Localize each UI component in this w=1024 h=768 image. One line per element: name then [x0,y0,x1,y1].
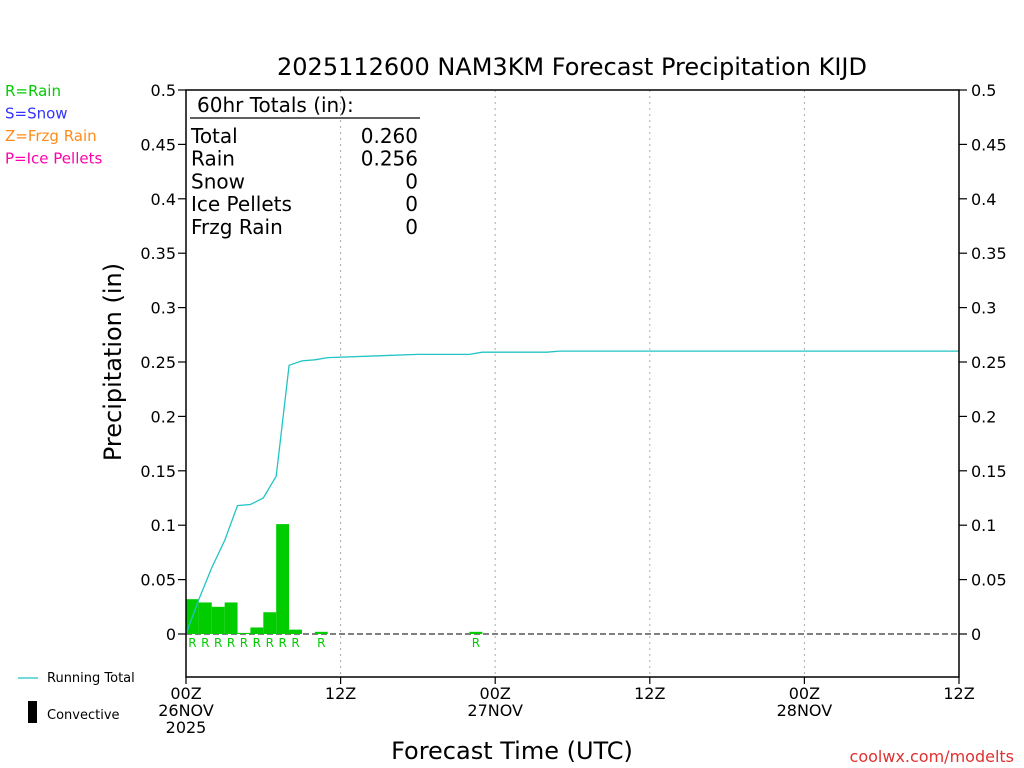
y-tick-label-right: 0.3 [971,299,996,318]
y-tick-label-left: 0.35 [140,244,176,263]
totals-row-label: Snow [191,169,245,193]
x-tick-label: 28NOV [777,701,833,720]
x-tick-label: 00Z [480,684,511,703]
convective-legend-swatch [28,701,37,723]
y-tick-label-right: 0 [971,625,981,644]
y-tick-label-left: 0.25 [140,353,176,372]
x-axis-label: Forecast Time (UTC) [391,737,633,765]
bar-series [186,524,483,634]
chart-title: 2025112600 NAM3KM Forecast Precipitation… [277,53,867,81]
totals-row-value: 0.256 [361,147,418,171]
bar-h9 [289,629,302,634]
bar-h7 [263,612,277,634]
precip-type-marker: R [266,636,274,650]
y-tick-label-right: 0.5 [971,81,996,100]
x-tick-label: 12Z [325,684,356,703]
totals-row-label: Frzg Rain [191,215,283,239]
bar-h11 [314,631,328,634]
precip-type-legend-item: S=Snow [5,105,68,123]
y-tick-label-left: 0.4 [151,190,176,209]
x-tick-label: 12Z [943,684,974,703]
precip-type-legend-item: Z=Frzg Rain [5,127,97,145]
y-tick-label-left: 0.05 [140,571,176,590]
precip-type-legend-item: R=Rain [5,82,61,100]
bar-h23 [469,631,483,634]
y-tick-label-left: 0.1 [151,516,176,535]
y-tick-label-left: 0.2 [151,407,176,426]
totals-row-label: Ice Pellets [191,192,292,216]
y-tick-label-right: 0.25 [971,353,1007,372]
y-tick-label-right: 0.2 [971,407,996,426]
y-tick-label-right: 0.35 [971,244,1007,263]
y-tick-label-right: 0.4 [971,190,996,209]
bar-h4 [224,602,238,634]
x-tick-label: 27NOV [467,701,523,720]
plot-frame [185,89,960,678]
running-total-legend-label: Running Total [47,671,135,686]
bar-h6 [250,627,264,634]
x-tick-label: 26NOV [158,701,214,720]
precip-type-marker: R [227,636,235,650]
totals-row-value: 0 [405,215,418,239]
y-tick-label-left: 0 [166,625,176,644]
x-tick-label: 00Z [789,684,820,703]
y-axis-label: Precipitation (in) [99,263,127,461]
totals-row-value: 0.260 [361,124,418,148]
bar-h3 [211,606,225,634]
precip-type-marker: R [317,636,325,650]
y-axis-left: 0 0.05 0.1 0.15 0.2 0.25 0.3 0.35 0.4 0.45 0.5 [140,81,186,644]
precip-type-marker: R [201,636,209,650]
running-total-layer [185,350,959,635]
x-tick-label: 2025 [166,718,207,737]
y-axis-right: 0 0.05 0.1 0.15 0.2 0.25 0.3 0.35 0.4 0.45 0.5 [959,81,1007,644]
precip-type-legend: R=Rain S=Snow Z=Frzg Rain P=Ice Pellets [5,82,102,168]
x-tick-label: 00Z [170,684,201,703]
precip-type-marker: R [240,636,248,650]
bar-h8 [276,524,290,634]
precip-type-legend-item: P=Ice Pellets [5,150,102,168]
x-tick-label: 12Z [634,684,665,703]
y-tick-label-right: 0.45 [971,135,1007,154]
y-tick-label-right: 0.05 [971,571,1007,590]
totals-box: 60hr Totals (in): Total 0.260 Rain 0.256 Sno… [190,93,420,239]
bar-h5 [237,632,251,634]
y-tick-label-right: 0.15 [971,462,1007,481]
y-tick-label-left: 0.3 [151,299,176,318]
y-tick-label-left: 0.5 [151,81,176,100]
precip-type-marker: R [278,636,286,650]
axes [185,89,960,678]
gridlines [186,90,959,677]
totals-row-label: Rain [191,147,235,171]
running-total-line [185,350,959,635]
line-legend: Running Total Convective [18,671,135,723]
precip-type-marker: R [188,636,196,650]
precip-type-marker: R [472,636,480,650]
y-tick-label-left: 0.45 [140,135,176,154]
credit-text: coolwx.com/modelts [850,747,1014,766]
precip-type-marker: R [291,636,299,650]
bar-h2 [198,602,212,634]
y-tick-label-left: 0.15 [140,462,176,481]
totals-row-value: 0 [405,192,418,216]
y-tick-label-right: 0.1 [971,516,996,535]
precip-type-marker: R [214,636,222,650]
convective-legend-label: Convective [47,708,120,723]
totals-row-label: Total [190,124,238,148]
totals-row-value: 0 [405,169,418,193]
precip-type-marker: R [253,636,261,650]
totals-header: 60hr Totals (in): [197,93,354,117]
